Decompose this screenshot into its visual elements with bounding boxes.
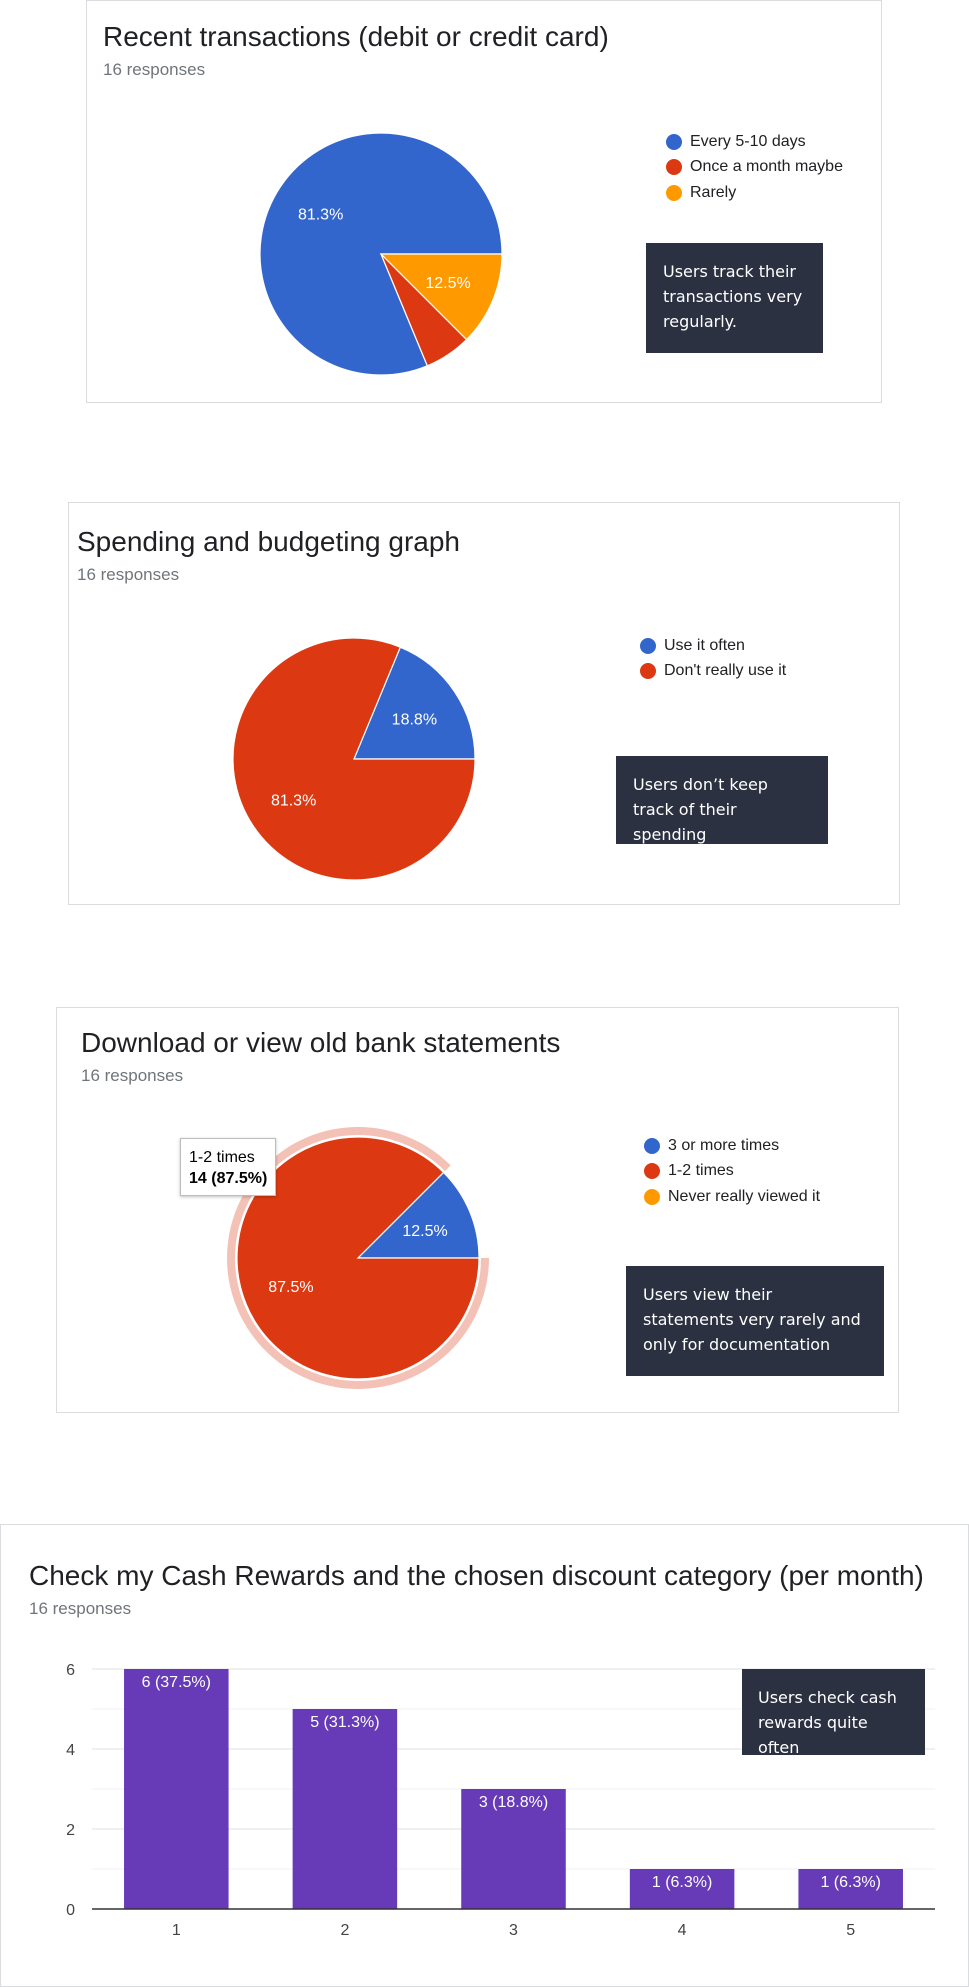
legend-label: Don't really use it	[664, 662, 787, 680]
bar[interactable]	[461, 1789, 566, 1909]
bar-value-label: 5 (31.3%)	[310, 1714, 379, 1731]
chart-title: Download or view old bank statements	[81, 1027, 561, 1058]
slice-label: 18.8%	[392, 712, 437, 729]
bar[interactable]	[629, 1869, 735, 1909]
y-tick-label: 0	[66, 1902, 75, 1919]
slice-label: 87.5%	[268, 1279, 313, 1296]
pie-slice[interactable]	[353, 646, 476, 760]
legend-dot-icon	[666, 159, 682, 176]
tooltip-label: 1-2 times	[189, 1149, 255, 1166]
slice-label: 12.5%	[425, 275, 470, 292]
slice-label: 12.5%	[402, 1223, 447, 1240]
y-tick-label: 2	[66, 1822, 75, 1839]
legend-label: 1-2 times	[668, 1162, 734, 1180]
legend-item[interactable]: 1-2 times	[644, 1159, 820, 1185]
legend-dot-icon	[666, 133, 682, 150]
pie-slice[interactable]	[232, 637, 476, 881]
responses-count: 16 responses	[103, 60, 206, 79]
y-tick-label: 6	[66, 1662, 75, 1679]
pie-chart: 12.5% 87.5%	[226, 1127, 489, 1389]
pie-chart: 81.3% 12.5%	[259, 132, 503, 376]
legend-label: Rarely	[690, 183, 737, 201]
legend-dot-icon	[666, 184, 682, 201]
y-tick-label: 4	[66, 1742, 75, 1759]
responses-count: 16 responses	[81, 1066, 184, 1085]
bar-value-label: 1 (6.3%)	[820, 1874, 880, 1891]
legend-label: 3 or more times	[668, 1136, 780, 1154]
pie-chart: 18.8% 81.3%	[232, 637, 476, 881]
legend-item[interactable]: Every 5-10 days	[666, 129, 843, 155]
legend-item[interactable]: Don't really use it	[640, 659, 786, 685]
x-tick-label: 3	[509, 1922, 518, 1939]
legend-item[interactable]: Rarely	[666, 180, 843, 206]
slice-label: 81.3%	[298, 207, 343, 224]
insight-note: Users view their statements very rarely …	[626, 1266, 884, 1376]
legend-dot-icon	[640, 663, 656, 680]
bar-value-label: 6 (37.5%)	[142, 1674, 211, 1691]
x-tick-label: 4	[678, 1922, 687, 1939]
x-tick-label: 1	[172, 1922, 181, 1939]
bar[interactable]	[798, 1869, 903, 1909]
pie-slice[interactable]	[379, 253, 503, 341]
chart-title: Check my Cash Rewards and the chosen dis…	[29, 1560, 924, 1591]
legend-dot-icon	[644, 1188, 660, 1205]
chart-card-spending-graph: Spending and budgeting graph 16 response…	[68, 502, 900, 905]
x-tick-label: 5	[846, 1922, 855, 1939]
insight-note: Users track their transactions very regu…	[646, 243, 823, 353]
legend-dot-icon	[644, 1163, 660, 1180]
legend-item[interactable]: Never really viewed it	[644, 1184, 820, 1210]
pie-slice[interactable]	[236, 1136, 480, 1380]
chart-card-cash-rewards: Check my Cash Rewards and the chosen dis…	[0, 1524, 969, 1987]
insight-note: Users check cash rewards quite often	[742, 1669, 925, 1757]
legend-label: Never really viewed it	[668, 1187, 821, 1205]
bar-chart: 0 2 4 6 6 (37.5%) 1 5 (31.3%) 2 3 (18.8%) 3 1 (6.3…	[66, 1662, 935, 1939]
legend-item[interactable]: 3 or more times	[644, 1133, 820, 1159]
chart-legend: 3 or more times 1-2 times Never really v…	[644, 1133, 820, 1210]
legend-label: Every 5-10 days	[690, 132, 806, 150]
legend-label: Use it often	[664, 636, 745, 654]
bar-value-label: 1 (6.3%)	[652, 1874, 712, 1891]
bar[interactable]	[292, 1709, 398, 1909]
responses-count: 16 responses	[77, 565, 180, 584]
chart-legend: Every 5-10 days Once a month maybe Rarel…	[666, 129, 843, 206]
tooltip-value: 14 (87.5%)	[189, 1170, 268, 1187]
legend-item[interactable]: Once a month maybe	[666, 155, 843, 181]
legend-item[interactable]: Use it often	[640, 633, 786, 659]
x-tick-label: 2	[340, 1922, 349, 1939]
bar-value-label: 3 (18.8%)	[479, 1794, 548, 1811]
chart-title: Recent transactions (debit or credit car…	[103, 21, 609, 52]
slice-label: 81.3%	[271, 792, 316, 809]
insight-note: Users don’t keep track of their spending	[616, 756, 828, 844]
pie-slice[interactable]	[356, 1171, 480, 1259]
legend-dot-icon	[644, 1137, 660, 1154]
legend-label: Once a month maybe	[690, 158, 843, 176]
slice-tooltip: 1-2 times 14 (87.5%)	[180, 1138, 277, 1196]
responses-count: 16 responses	[29, 1599, 132, 1618]
legend-dot-icon	[640, 637, 656, 654]
chart-card-bank-statements: Download or view old bank statements 16 …	[56, 1007, 899, 1413]
chart-title: Spending and budgeting graph	[77, 526, 461, 557]
chart-card-recent-transactions: Recent transactions (debit or credit car…	[86, 0, 882, 403]
bar[interactable]	[124, 1669, 229, 1909]
chart-legend: Use it often Don't really use it	[640, 633, 786, 684]
